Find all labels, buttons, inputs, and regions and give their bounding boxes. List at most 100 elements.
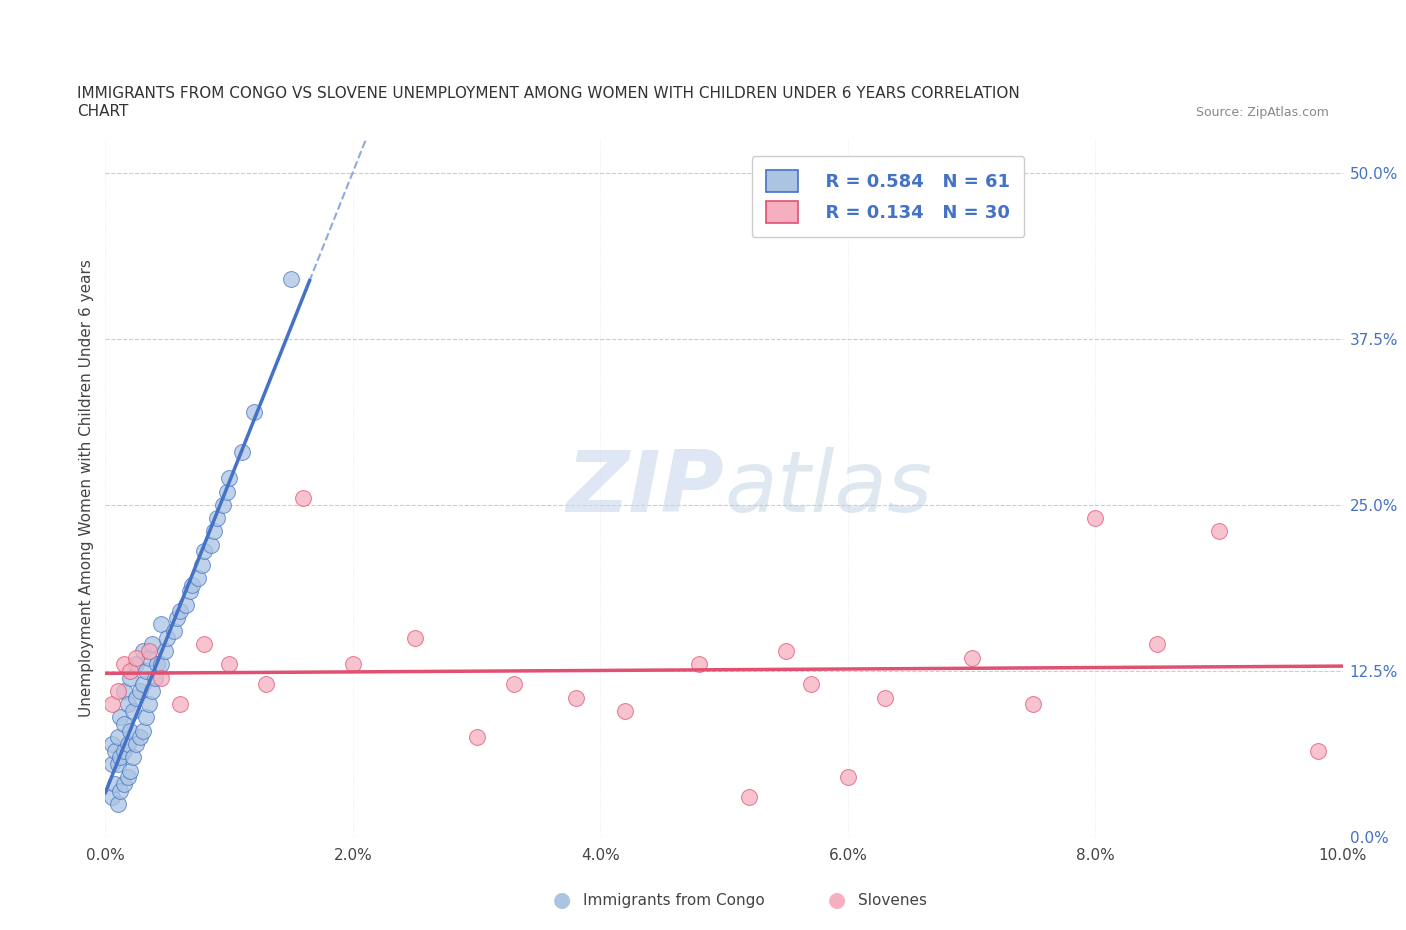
Point: [117, 770, 139, 785]
Point: [202, 524, 225, 538]
Point: [179, 584, 201, 599]
Legend:   R = 0.584   N = 61,   R = 0.134   N = 30: R = 0.584 N = 61, R = 0.134 N = 30: [752, 155, 1025, 237]
Point: [129, 730, 152, 745]
Y-axis label: Unemployment Among Women with Children Under 6 years: Unemployment Among Women with Children U…: [79, 259, 94, 717]
Point: [243, 405, 266, 419]
Point: [125, 657, 148, 671]
Point: [120, 671, 142, 685]
Point: [121, 750, 143, 764]
Point: [100, 737, 122, 751]
Point: [162, 624, 184, 639]
Point: [231, 445, 253, 459]
Point: [215, 485, 238, 499]
Point: [107, 796, 129, 811]
Point: [131, 724, 153, 738]
Point: [107, 684, 129, 698]
Point: [181, 578, 204, 592]
Point: [738, 790, 761, 804]
Text: Immigrants from Congo: Immigrants from Congo: [583, 893, 765, 908]
Point: [1146, 637, 1168, 652]
Point: [960, 650, 983, 665]
Point: [280, 272, 302, 286]
Point: [200, 538, 222, 552]
Point: [614, 703, 637, 718]
Point: [131, 677, 153, 692]
Point: [112, 717, 135, 732]
Point: [107, 756, 129, 771]
Point: [502, 677, 524, 692]
Point: [193, 637, 215, 652]
Point: [125, 737, 148, 751]
Point: [169, 604, 191, 618]
Point: [150, 671, 173, 685]
Point: [218, 657, 240, 671]
Text: ●: ●: [554, 890, 571, 910]
Point: [135, 710, 157, 724]
Point: [564, 690, 586, 705]
Point: [254, 677, 277, 692]
Point: [125, 690, 148, 705]
Point: [135, 663, 157, 678]
Text: IMMIGRANTS FROM CONGO VS SLOVENE UNEMPLOYMENT AMONG WOMEN WITH CHILDREN UNDER 6 : IMMIGRANTS FROM CONGO VS SLOVENE UNEMPLO…: [77, 86, 1021, 100]
Point: [143, 671, 166, 685]
Point: [100, 756, 122, 771]
Point: [156, 631, 179, 645]
Point: [129, 684, 152, 698]
Point: [169, 697, 191, 711]
Point: [138, 697, 160, 711]
Point: [117, 697, 139, 711]
Point: [1084, 511, 1107, 525]
Point: [150, 617, 173, 631]
Point: [837, 770, 859, 785]
Point: [104, 743, 127, 758]
Point: [112, 684, 135, 698]
Point: [212, 498, 235, 512]
Point: [193, 544, 215, 559]
Point: [1208, 524, 1230, 538]
Point: [100, 790, 122, 804]
Text: atlas: atlas: [724, 446, 932, 530]
Point: [873, 690, 896, 705]
Point: [110, 750, 132, 764]
Point: [688, 657, 710, 671]
Point: [131, 644, 153, 658]
Point: [404, 631, 426, 645]
Point: [138, 644, 160, 658]
Point: [112, 777, 135, 791]
Point: [112, 743, 135, 758]
Text: ZIP: ZIP: [567, 446, 724, 530]
Text: Source: ZipAtlas.com: Source: ZipAtlas.com: [1195, 106, 1329, 119]
Point: [292, 491, 315, 506]
Point: [218, 471, 240, 485]
Text: ●: ●: [828, 890, 845, 910]
Point: [174, 597, 197, 612]
Point: [800, 677, 823, 692]
Point: [117, 737, 139, 751]
Point: [141, 637, 163, 652]
Point: [112, 657, 135, 671]
Point: [121, 703, 143, 718]
Point: [107, 730, 129, 745]
Point: [104, 777, 127, 791]
Point: [187, 570, 209, 585]
Point: [1306, 743, 1329, 758]
Text: Slovenes: Slovenes: [858, 893, 927, 908]
Point: [465, 730, 488, 745]
Text: CHART: CHART: [77, 104, 129, 119]
Point: [120, 663, 142, 678]
Point: [1022, 697, 1045, 711]
Point: [110, 783, 132, 798]
Point: [120, 724, 142, 738]
Point: [100, 697, 122, 711]
Point: [125, 650, 148, 665]
Point: [153, 644, 176, 658]
Point: [150, 657, 173, 671]
Point: [141, 684, 163, 698]
Point: [138, 650, 160, 665]
Point: [205, 511, 228, 525]
Point: [775, 644, 797, 658]
Point: [146, 657, 169, 671]
Point: [191, 557, 214, 572]
Point: [110, 710, 132, 724]
Point: [342, 657, 364, 671]
